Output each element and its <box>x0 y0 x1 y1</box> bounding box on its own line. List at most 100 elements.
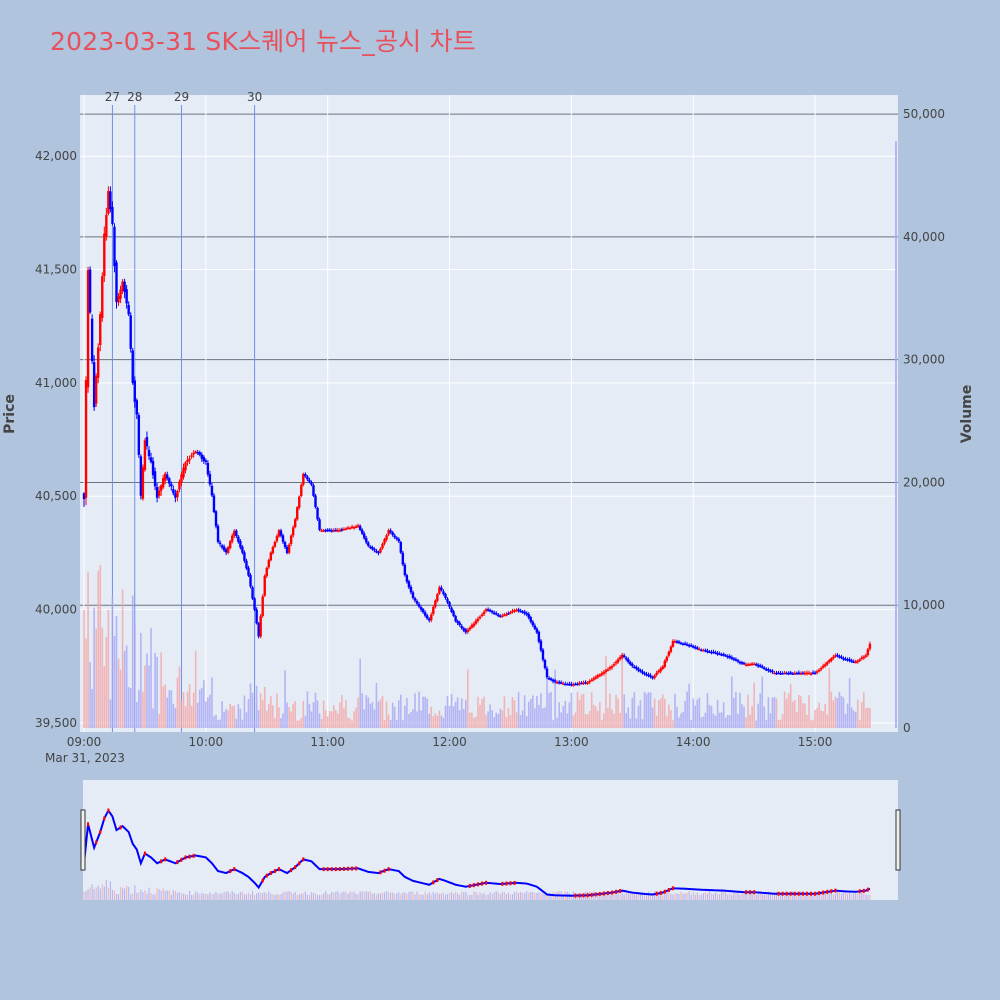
mini-volume-bar <box>761 893 763 900</box>
mini-volume-bar <box>670 893 672 900</box>
candle-body <box>663 660 666 667</box>
candle-body <box>572 684 575 686</box>
mini-volume-bar <box>109 881 111 900</box>
candle-body <box>166 474 169 479</box>
volume-bar <box>507 707 510 728</box>
candle-body <box>535 628 539 633</box>
volume-bar <box>757 703 760 728</box>
mini-volume-bar <box>201 893 203 900</box>
mini-volume-bar <box>176 892 179 900</box>
mini-volume-bar <box>205 893 207 900</box>
mini-candle <box>387 867 390 872</box>
volume-bar <box>657 700 660 728</box>
volume-tick-label: 10,000 <box>903 598 945 612</box>
candle-body <box>631 663 634 666</box>
candle-body <box>123 281 126 292</box>
candle-body <box>661 666 664 669</box>
volume-bar <box>631 697 634 728</box>
mini-volume-bar <box>662 893 664 900</box>
mini-volume-bar <box>189 891 191 900</box>
mini-volume-bar <box>479 891 481 900</box>
volume-bar <box>471 712 473 728</box>
volume-bar <box>737 714 739 728</box>
mini-candle <box>330 867 333 872</box>
mini-volume-bar <box>262 892 264 900</box>
mini-candle <box>582 893 585 898</box>
volume-bar <box>190 705 193 728</box>
candle-body <box>115 262 118 302</box>
candle-body <box>690 645 693 647</box>
candle-body <box>594 677 597 679</box>
candle-body <box>614 661 618 664</box>
volume-bar <box>335 710 337 728</box>
candle-body <box>505 614 508 616</box>
candle-body <box>109 191 112 210</box>
candle-body <box>748 664 752 666</box>
candle-body <box>88 269 92 313</box>
volume-bar <box>460 698 463 728</box>
mini-volume-bar <box>85 891 87 900</box>
candle-body <box>665 656 669 661</box>
mini-volume-bar <box>377 893 380 900</box>
candle-body <box>468 627 472 630</box>
mini-candle <box>269 871 272 876</box>
volume-bar <box>454 701 457 728</box>
mini-volume-bar <box>105 880 107 900</box>
candle-body <box>338 529 342 532</box>
candle-body <box>574 683 577 686</box>
candle-body <box>186 459 189 462</box>
candle-body <box>84 380 88 498</box>
mini-volume-bar <box>298 894 300 900</box>
mini-volume-bar <box>784 894 786 900</box>
volume-bar <box>572 715 575 728</box>
volume-bar <box>160 652 162 728</box>
volume-bar <box>213 716 215 728</box>
candle-body <box>602 672 606 674</box>
mini-volume-bar <box>117 894 120 900</box>
volume-bar <box>198 689 201 728</box>
mini-volume-bar <box>840 893 843 900</box>
mini-volume-bar <box>792 891 794 900</box>
mini-volume-bar <box>666 892 668 900</box>
mini-volume-bar <box>353 891 355 900</box>
volume-bar <box>158 714 160 728</box>
mini-candle <box>785 891 788 896</box>
candle-body <box>190 455 193 457</box>
candle-body <box>426 615 429 619</box>
volume-bar <box>582 693 585 728</box>
mini-volume-bar <box>706 893 709 900</box>
mini-volume-bar <box>178 892 181 900</box>
mini-candle <box>611 890 613 895</box>
candle-body <box>358 525 362 531</box>
mini-volume-bar <box>440 893 443 900</box>
mini-volume-bar <box>266 893 268 900</box>
volume-bar <box>469 712 471 728</box>
candle-body <box>864 655 868 657</box>
volume-bar <box>802 703 804 728</box>
volume-bar <box>800 696 802 728</box>
volume-bar <box>129 688 132 728</box>
volume-bar <box>355 707 357 728</box>
mini-volume-bar <box>548 892 550 900</box>
mini-volume-bar <box>211 894 213 900</box>
candle-body <box>541 649 545 660</box>
mini-volume-bar <box>323 893 325 900</box>
volume-bar <box>651 707 654 728</box>
volume-bar <box>428 713 431 728</box>
volume-bar <box>641 719 644 728</box>
mini-volume-bar <box>499 894 501 900</box>
volume-bar <box>706 693 709 728</box>
candle-body <box>192 452 195 455</box>
mini-volume-bar <box>816 891 818 900</box>
mini-volume-bar <box>601 894 603 900</box>
mini-volume-bar <box>668 892 670 900</box>
candle-body <box>734 659 738 661</box>
price-tick-label: 40,000 <box>35 603 77 617</box>
candle-body <box>306 476 309 480</box>
volume-bar <box>743 706 745 728</box>
candle-body <box>157 490 161 496</box>
mini-volume-bar <box>593 891 595 900</box>
mini-volume-bar <box>763 894 765 900</box>
mini-volume-bar <box>280 894 282 900</box>
volume-bar <box>840 696 843 728</box>
